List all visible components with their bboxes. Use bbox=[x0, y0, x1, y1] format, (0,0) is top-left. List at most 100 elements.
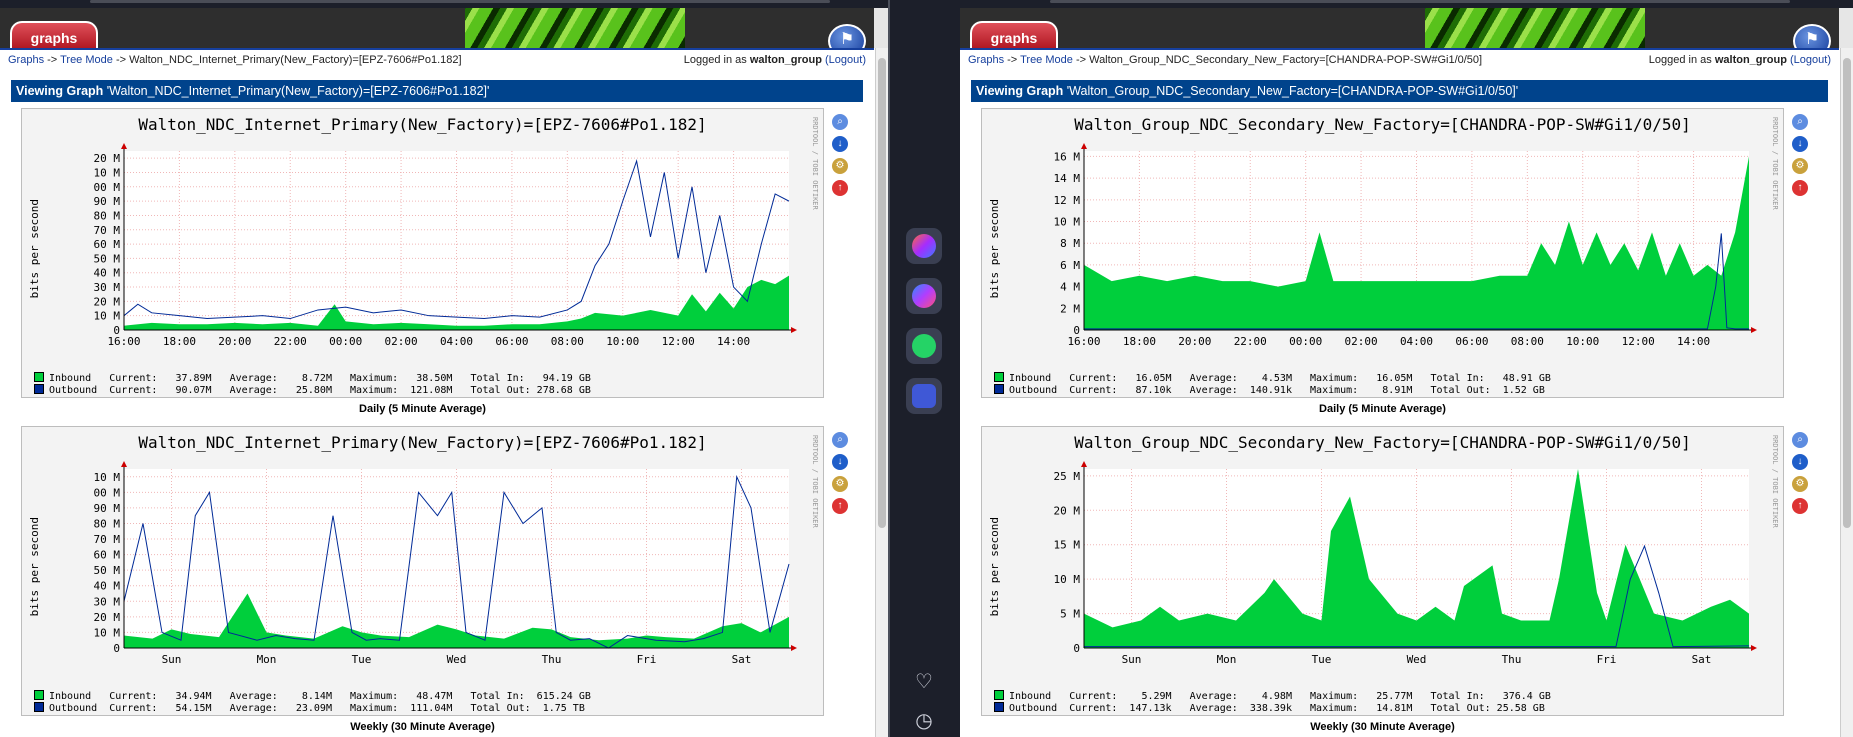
graph-actions: ⌕ ↓ ⚙ ↑ bbox=[832, 432, 852, 520]
series-inbound-area bbox=[124, 275, 789, 330]
y-tick-label: 80 M bbox=[94, 209, 120, 222]
legend-stats: Current: 147.13k Average: 338.39k Maximu… bbox=[1069, 703, 1545, 714]
y-tick-label: 25 M bbox=[1054, 470, 1080, 483]
export-icon[interactable]: ↓ bbox=[832, 136, 848, 152]
whatsapp-icon[interactable] bbox=[906, 328, 942, 364]
help-icon[interactable]: ⚑ bbox=[828, 24, 866, 48]
login-user: walton_group bbox=[1714, 54, 1787, 66]
y-tick-label: 10 M bbox=[1054, 573, 1080, 586]
vertical-scrollbar[interactable] bbox=[875, 48, 888, 737]
y-tick-label: 60 M bbox=[94, 549, 120, 562]
rrdtool-tag: RRDTOOL / TOBI OETIKER bbox=[811, 117, 819, 210]
app-dock: ♡ ◷ bbox=[888, 0, 960, 737]
inbound-swatch bbox=[34, 690, 44, 700]
legend-name: Outbound bbox=[49, 385, 98, 396]
graphs-tab[interactable]: graphs bbox=[970, 21, 1058, 48]
vertical-scrollbar[interactable] bbox=[1840, 48, 1853, 737]
graph-caption-weekly: Weekly (30 Minute Average) bbox=[1310, 721, 1455, 733]
breadcrumb-tree-mode-link[interactable]: Tree Mode bbox=[60, 54, 113, 66]
properties-icon[interactable]: ⚙ bbox=[1792, 158, 1808, 174]
logout-link[interactable]: (Logout) bbox=[825, 54, 866, 66]
x-tick-label: 12:00 bbox=[662, 335, 695, 348]
export-icon[interactable]: ↓ bbox=[1792, 454, 1808, 470]
y-axis-arrow bbox=[1081, 143, 1087, 149]
properties-icon[interactable]: ⚙ bbox=[1792, 476, 1808, 492]
graph-actions: ⌕ ↓ ⚙ ↑ bbox=[832, 114, 852, 202]
graph-daily[interactable]: Walton_NDC_Internet_Primary(New_Factory)… bbox=[21, 108, 824, 398]
breadcrumb: Graphs -> Tree Mode -> Walton_NDC_Intern… bbox=[0, 48, 874, 70]
legend-stats: Current: 37.89M Average: 8.72M Maximum: … bbox=[109, 373, 591, 384]
graph-weekly[interactable]: Walton_Group_NDC_Secondary_New_Factory=[… bbox=[981, 426, 1784, 716]
y-tick-label: 40 M bbox=[94, 580, 120, 593]
export-icon[interactable]: ↓ bbox=[1792, 136, 1808, 152]
graph-weekly[interactable]: Walton_NDC_Internet_Primary(New_Factory)… bbox=[21, 426, 824, 716]
graph-actions: ⌕ ↓ ⚙ ↑ bbox=[1792, 114, 1812, 202]
y-tick-label: 70 M bbox=[94, 224, 120, 237]
x-tick-label: 02:00 bbox=[1345, 335, 1378, 348]
outbound-swatch bbox=[994, 384, 1004, 394]
series-inbound-area bbox=[124, 593, 789, 648]
x-tick-label: 04:00 bbox=[1400, 335, 1433, 348]
messenger-icon[interactable] bbox=[906, 278, 942, 314]
properties-icon[interactable]: ⚙ bbox=[832, 158, 848, 174]
legend-stats: Current: 16.05M Average: 4.53M Maximum: … bbox=[1069, 373, 1551, 384]
legend-stats: Current: 87.10k Average: 140.91k Maximum… bbox=[1069, 385, 1545, 396]
breadcrumb-current: Walton_NDC_Internet_Primary(New_Factory)… bbox=[129, 54, 462, 66]
chart-plot-area: 0 2 M 4 M 6 M 8 M 10 M 12 M 14 M 16 M 16:00 18:00 2… bbox=[1054, 143, 1757, 348]
series-inbound-area bbox=[1084, 156, 1749, 330]
y-axis-label: bits per second bbox=[988, 517, 1001, 617]
y-tick-label: 0 bbox=[1073, 324, 1080, 337]
y-tick-label: 110 M bbox=[94, 166, 120, 179]
cacti-banner: graphs ⚑ bbox=[0, 8, 888, 48]
y-tick-label: 90 M bbox=[94, 195, 120, 208]
browser-pane-right: graphs ⚑ Graphs -> Tree Mode -> Walton_G… bbox=[960, 0, 1853, 737]
time-shift-icon[interactable]: ↑ bbox=[832, 498, 848, 514]
breadcrumb-separator: -> bbox=[112, 54, 130, 66]
clock-icon[interactable]: ◷ bbox=[915, 710, 933, 732]
zoom-icon[interactable]: ⌕ bbox=[1792, 114, 1808, 130]
inbound-swatch bbox=[34, 372, 44, 382]
graphs-tab[interactable]: graphs bbox=[10, 21, 98, 48]
y-tick-label: 100 M bbox=[94, 181, 120, 194]
y-axis-label: bits per second bbox=[28, 517, 41, 617]
x-tick-label: 18:00 bbox=[163, 335, 196, 348]
legend-outbound: Outbound Current: 87.10k Average: 140.91… bbox=[994, 384, 1545, 396]
legend-name: Inbound bbox=[1009, 373, 1052, 384]
x-tick-label: 12:00 bbox=[1622, 335, 1655, 348]
arc-app-icon[interactable] bbox=[906, 228, 942, 264]
x-tick-label: 14:00 bbox=[1677, 335, 1710, 348]
x-tick-label: Tue bbox=[352, 653, 372, 666]
x-tick-label: 14:00 bbox=[717, 335, 750, 348]
x-tick-label: 16:00 bbox=[1067, 335, 1100, 348]
logout-link[interactable]: (Logout) bbox=[1790, 54, 1831, 66]
chart-plot-area: 0 5 M 10 M 15 M 20 M 25 M Sun Mon Tue Wed Thu Fri Sa… bbox=[1054, 461, 1757, 666]
breadcrumb-separator: -> bbox=[1004, 54, 1021, 66]
breadcrumb-graphs-link[interactable]: Graphs bbox=[968, 54, 1005, 66]
export-icon[interactable]: ↓ bbox=[832, 454, 848, 470]
rrdtool-tag: RRDTOOL / TOBI OETIKER bbox=[811, 435, 819, 528]
headphones-icon[interactable] bbox=[906, 378, 942, 414]
legend-outbound: Outbound Current: 90.07M Average: 25.80M… bbox=[34, 384, 591, 396]
series-inbound-area bbox=[1084, 469, 1749, 648]
time-shift-icon[interactable]: ↑ bbox=[1792, 498, 1808, 514]
y-tick-label: 0 bbox=[113, 642, 120, 655]
browser-pane-left: graphs ⚑ Graphs -> Tree Mode -> Walton_N… bbox=[0, 0, 888, 737]
properties-icon[interactable]: ⚙ bbox=[832, 476, 848, 492]
time-shift-icon[interactable]: ↑ bbox=[1792, 180, 1808, 196]
breadcrumb-graphs-link[interactable]: Graphs bbox=[8, 54, 45, 66]
x-tick-label: Wed bbox=[447, 653, 467, 666]
graph-daily[interactable]: Walton_Group_NDC_Secondary_New_Factory=[… bbox=[981, 108, 1784, 398]
zoom-icon[interactable]: ⌕ bbox=[832, 114, 848, 130]
breadcrumb-tree-mode-link[interactable]: Tree Mode bbox=[1020, 54, 1073, 66]
time-shift-icon[interactable]: ↑ bbox=[832, 180, 848, 196]
zoom-icon[interactable]: ⌕ bbox=[832, 432, 848, 448]
plot-background bbox=[124, 469, 789, 648]
help-icon[interactable]: ⚑ bbox=[1793, 24, 1831, 48]
graph-caption-daily: Daily (5 Minute Average) bbox=[359, 403, 486, 415]
zoom-icon[interactable]: ⌕ bbox=[1792, 432, 1808, 448]
heart-icon[interactable]: ♡ bbox=[915, 671, 933, 693]
viewing-graph-name: 'Walton_Group_NDC_Secondary_New_Factory=… bbox=[1066, 84, 1519, 98]
y-axis-arrow bbox=[1081, 461, 1087, 467]
x-tick-label: 06:00 bbox=[495, 335, 528, 348]
x-axis-arrow bbox=[791, 645, 797, 651]
